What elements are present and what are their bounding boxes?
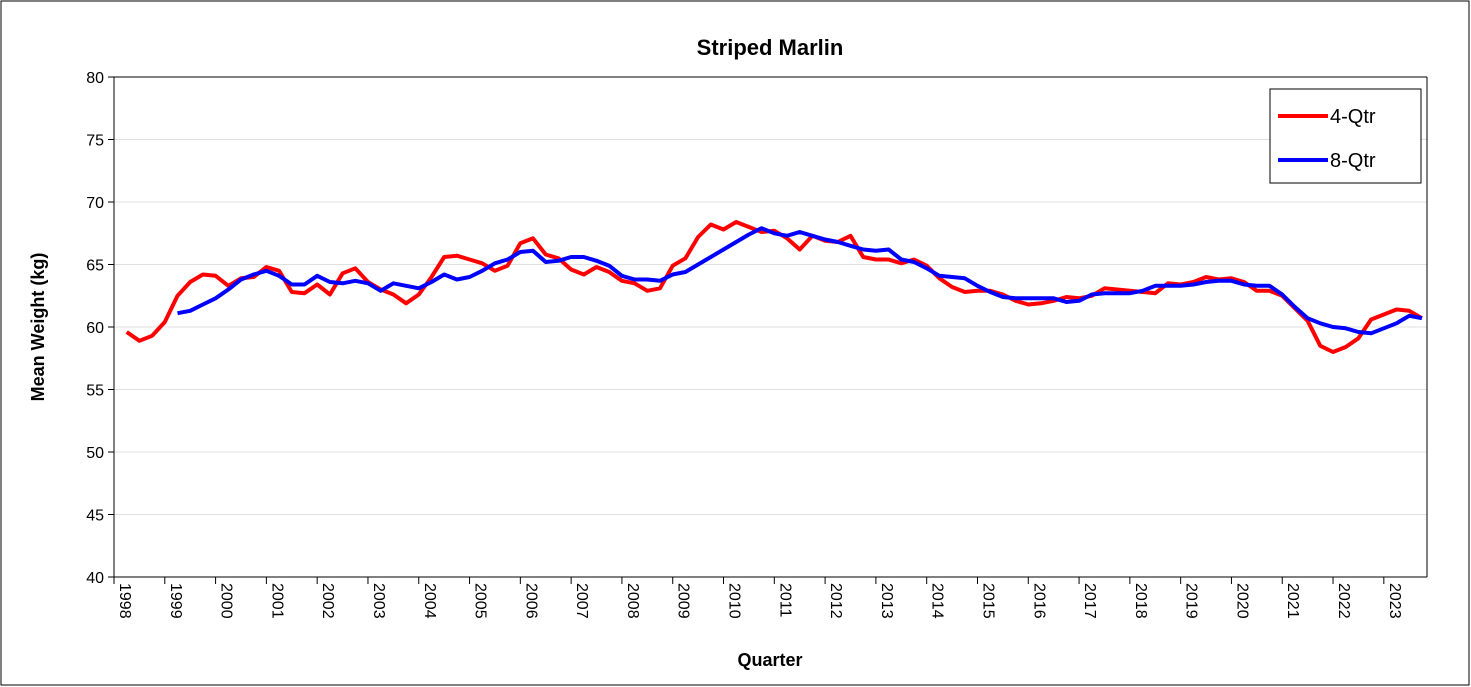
y-tick-label: 55 — [86, 383, 104, 400]
y-tick-label: 65 — [86, 258, 104, 275]
y-tick-label: 80 — [86, 70, 104, 87]
x-tick-label: 2014 — [929, 583, 946, 619]
chart-title: Striped Marlin — [697, 35, 844, 60]
x-tick-label: 2009 — [675, 583, 692, 619]
x-tick-label: 2015 — [979, 583, 996, 619]
x-tick-label: 2016 — [1030, 583, 1047, 619]
y-tick-label: 50 — [86, 445, 104, 462]
y-tick-label: 75 — [86, 133, 104, 150]
x-tick-label: 1998 — [116, 583, 133, 619]
x-tick-label: 2010 — [726, 583, 743, 619]
x-tick-label: 2007 — [573, 583, 590, 619]
x-tick-label: 2018 — [1132, 583, 1149, 619]
legend-box — [1269, 88, 1422, 184]
x-tick-label: 2012 — [827, 583, 844, 619]
x-tick-label: 2013 — [878, 583, 895, 619]
x-tick-label: 2000 — [218, 583, 235, 619]
legend-label: 4-Qtr — [1330, 106, 1376, 128]
y-tick-label: 40 — [86, 570, 104, 587]
y-tick-label: 60 — [86, 320, 104, 337]
x-tick-label: 2021 — [1284, 583, 1301, 619]
y-tick-label: 45 — [86, 508, 104, 525]
x-tick-label: 2006 — [522, 583, 539, 619]
x-tick-label: 2004 — [421, 583, 438, 619]
x-tick-label: 2011 — [776, 583, 793, 618]
x-tick-label: 1999 — [167, 583, 184, 619]
x-tick-label: 2023 — [1386, 583, 1403, 619]
series-line — [125, 220, 1423, 354]
series-line — [177, 226, 1423, 336]
x-tick-label: 2001 — [268, 583, 285, 619]
legend-label: 8-Qtr — [1330, 150, 1376, 172]
x-tick-label: 2020 — [1233, 583, 1250, 619]
x-tick-label: 2008 — [624, 583, 641, 619]
x-tick-label: 2005 — [472, 583, 489, 619]
x-tick-label: 2003 — [370, 583, 387, 619]
y-axis-label: Mean Weight (kg) — [28, 253, 48, 402]
x-tick-label: 2017 — [1081, 583, 1098, 619]
y-tick-label: 70 — [86, 195, 104, 212]
x-axis-label: Quarter — [737, 650, 802, 670]
x-tick-label: 2019 — [1183, 583, 1200, 619]
x-tick-label: 2022 — [1335, 583, 1352, 619]
x-tick-label: 2002 — [319, 583, 336, 619]
